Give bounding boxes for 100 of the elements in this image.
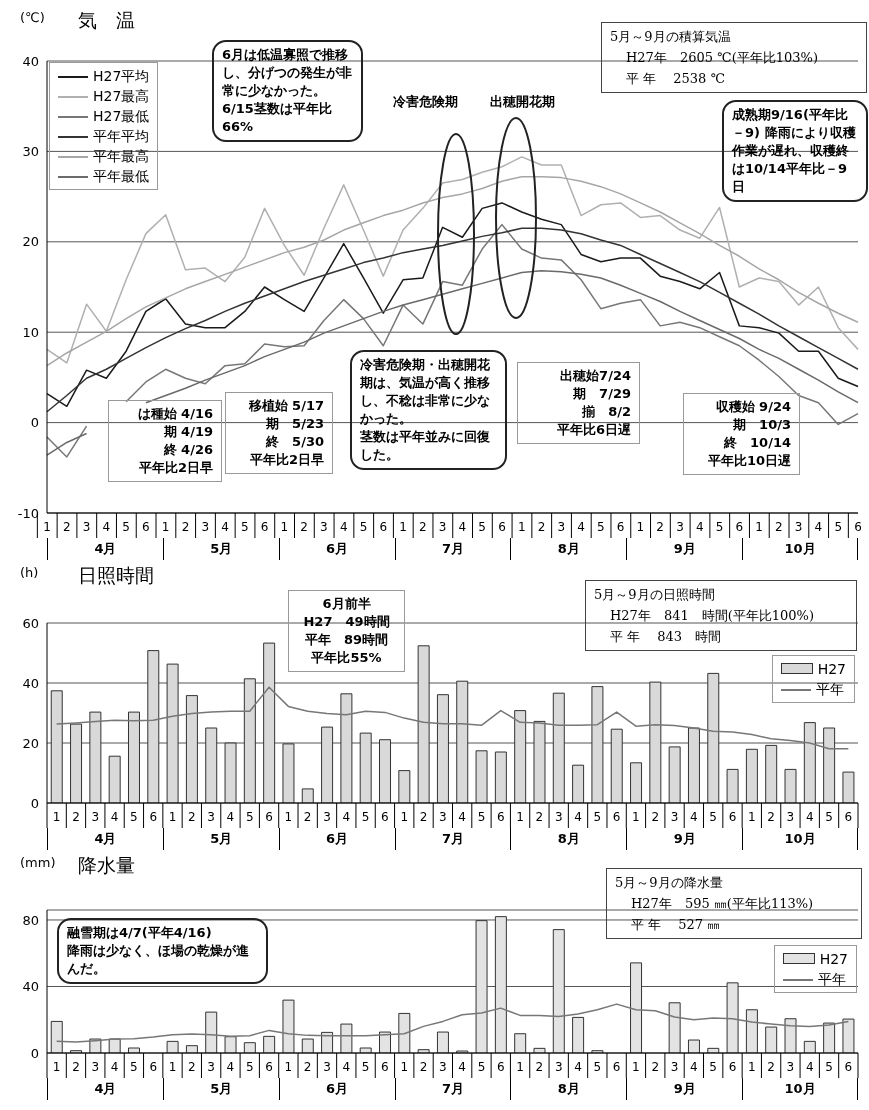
x-tick-label: 6 xyxy=(381,1060,389,1074)
x-tick-label: 1 xyxy=(516,810,524,824)
x-tick-label: 4 xyxy=(814,520,823,534)
annotation: 移植始 5/17 xyxy=(247,397,324,415)
x-tick-label: 3 xyxy=(82,520,91,534)
annotation: 平 年 2538 ℃ xyxy=(625,70,727,88)
x-tick-label: 1 xyxy=(636,520,645,534)
x-tick-label: 6 xyxy=(612,810,621,824)
x-tick-label: 6 xyxy=(844,1060,853,1074)
x-tick-label: 6 xyxy=(735,520,744,534)
text: 5月 xyxy=(162,1078,279,1100)
x-tick-label: 3 xyxy=(320,520,328,534)
x-tick-label: 5 xyxy=(245,1060,254,1074)
x-tick-label: 2 xyxy=(535,810,544,824)
legend-label: 平年 xyxy=(815,681,844,697)
x-tick-label: 6 xyxy=(265,810,273,824)
text: 9月 xyxy=(626,828,743,850)
text: 7月 xyxy=(394,1078,511,1100)
text: 7月 xyxy=(394,538,511,560)
x-tick-label: 2 xyxy=(303,810,312,824)
x-tick-label: 2 xyxy=(651,810,660,824)
x-tick-label: 5 xyxy=(834,520,843,534)
x-tick-label: 1 xyxy=(400,1060,409,1074)
x-tick-label: 6 xyxy=(142,520,150,534)
annotation: 出穂開花期 xyxy=(490,93,555,111)
annotation: 出穂始7/24 xyxy=(559,367,631,385)
x-tick-label: 5 xyxy=(709,1060,717,1074)
text: 8月 xyxy=(510,1078,627,1100)
x-tick-label: 4 xyxy=(339,520,348,534)
legend-label: H27最高 xyxy=(93,88,150,104)
x-tick-label: 6 xyxy=(728,810,737,824)
text: 5月～9月の降水量 xyxy=(615,874,724,892)
text: 10月 xyxy=(742,828,858,850)
x-tick-label: 1 xyxy=(399,520,407,534)
x-tick-label: 3 xyxy=(676,520,684,534)
x-tick-label: 4 xyxy=(690,1060,698,1074)
annotation: H27年 595 ㎜(平年比113%) xyxy=(630,895,815,913)
annotation: 平年比2日早 xyxy=(137,459,213,477)
y-tick-label: 20 xyxy=(22,234,39,250)
x-tick-label: 3 xyxy=(91,1060,100,1074)
x-tick-label: 2 xyxy=(767,810,775,824)
chart-title: 日照時間 xyxy=(78,563,154,588)
legend-label: 平年 xyxy=(817,971,846,987)
text: 4月 xyxy=(47,538,163,560)
x-tick-label: 3 xyxy=(554,810,563,824)
x-tick-label: 4 xyxy=(110,1060,119,1074)
x-tick-label: 5 xyxy=(359,520,368,534)
x-tick-label: 2 xyxy=(775,520,783,534)
text: 5月～9月の日照時間 xyxy=(594,586,716,604)
x-tick-label: 4 xyxy=(226,1060,235,1074)
x-tick-label: 6 xyxy=(616,520,625,534)
x-tick-label: 3 xyxy=(557,520,566,534)
x-tick-label: 3 xyxy=(91,810,100,824)
x-tick-label: 5 xyxy=(361,1060,370,1074)
x-tick-label: 5 xyxy=(593,810,602,824)
text: 10月 xyxy=(742,1078,858,1100)
x-tick-label: 3 xyxy=(670,810,679,824)
x-tick-label: 2 xyxy=(188,1060,196,1074)
x-tick-label: 1 xyxy=(516,1060,524,1074)
x-tick-label: 1 xyxy=(284,1060,293,1074)
y-tick-label: 10 xyxy=(22,324,39,340)
y-tick-label: 80 xyxy=(22,912,39,928)
x-tick-label: 4 xyxy=(690,810,698,824)
x-tick-label: 3 xyxy=(670,1060,679,1074)
annotation: 平年 89時間 xyxy=(303,631,390,649)
x-tick-label: 5 xyxy=(240,520,249,534)
x-tick-label: 2 xyxy=(188,810,196,824)
x-tick-label: 5 xyxy=(477,810,486,824)
y-tick-label: 0 xyxy=(30,795,39,811)
x-tick-label: 5 xyxy=(130,1060,138,1074)
y-tick-label: -10 xyxy=(17,505,39,521)
legend-label: 平年最高 xyxy=(93,148,149,164)
y-tick-label: 40 xyxy=(22,675,39,691)
legend-label: H27最低 xyxy=(93,108,150,124)
text: 7月 xyxy=(394,828,511,850)
x-tick-label: 6 xyxy=(496,1060,505,1074)
x-tick-label: 4 xyxy=(458,520,467,534)
x-tick-label: 5 xyxy=(477,1060,486,1074)
x-tick-label: 2 xyxy=(300,520,308,534)
x-tick-label: 1 xyxy=(280,520,289,534)
y-tick-label: 60 xyxy=(22,615,39,631)
annotation: H27年 841 時間(平年比100%) xyxy=(609,607,815,625)
text: 6月 xyxy=(278,828,395,850)
x-tick-label: 4 xyxy=(221,520,229,534)
annotation: は種始 4/16 xyxy=(136,405,213,423)
annotation: 終 4/26 xyxy=(162,441,213,459)
x-tick-label: 5 xyxy=(593,1060,602,1074)
text: 9月 xyxy=(626,538,743,560)
annotation: 平 年 843 時間 xyxy=(609,628,723,646)
x-tick-label: 5 xyxy=(130,810,138,824)
y-axis-title: (℃) xyxy=(20,10,45,25)
y-axis-title: (mm) xyxy=(20,855,56,870)
x-tick-label: 2 xyxy=(181,520,190,534)
x-tick-label: 5 xyxy=(715,520,724,534)
x-tick-label: 4 xyxy=(695,520,704,534)
annotation: 茎数は平年並みに回復した。 xyxy=(360,428,491,464)
x-tick-label: 6 xyxy=(728,1060,737,1074)
x-tick-label: 2 xyxy=(535,1060,544,1074)
x-tick-label: 5 xyxy=(825,1060,833,1074)
y-tick-label: 20 xyxy=(22,735,39,751)
